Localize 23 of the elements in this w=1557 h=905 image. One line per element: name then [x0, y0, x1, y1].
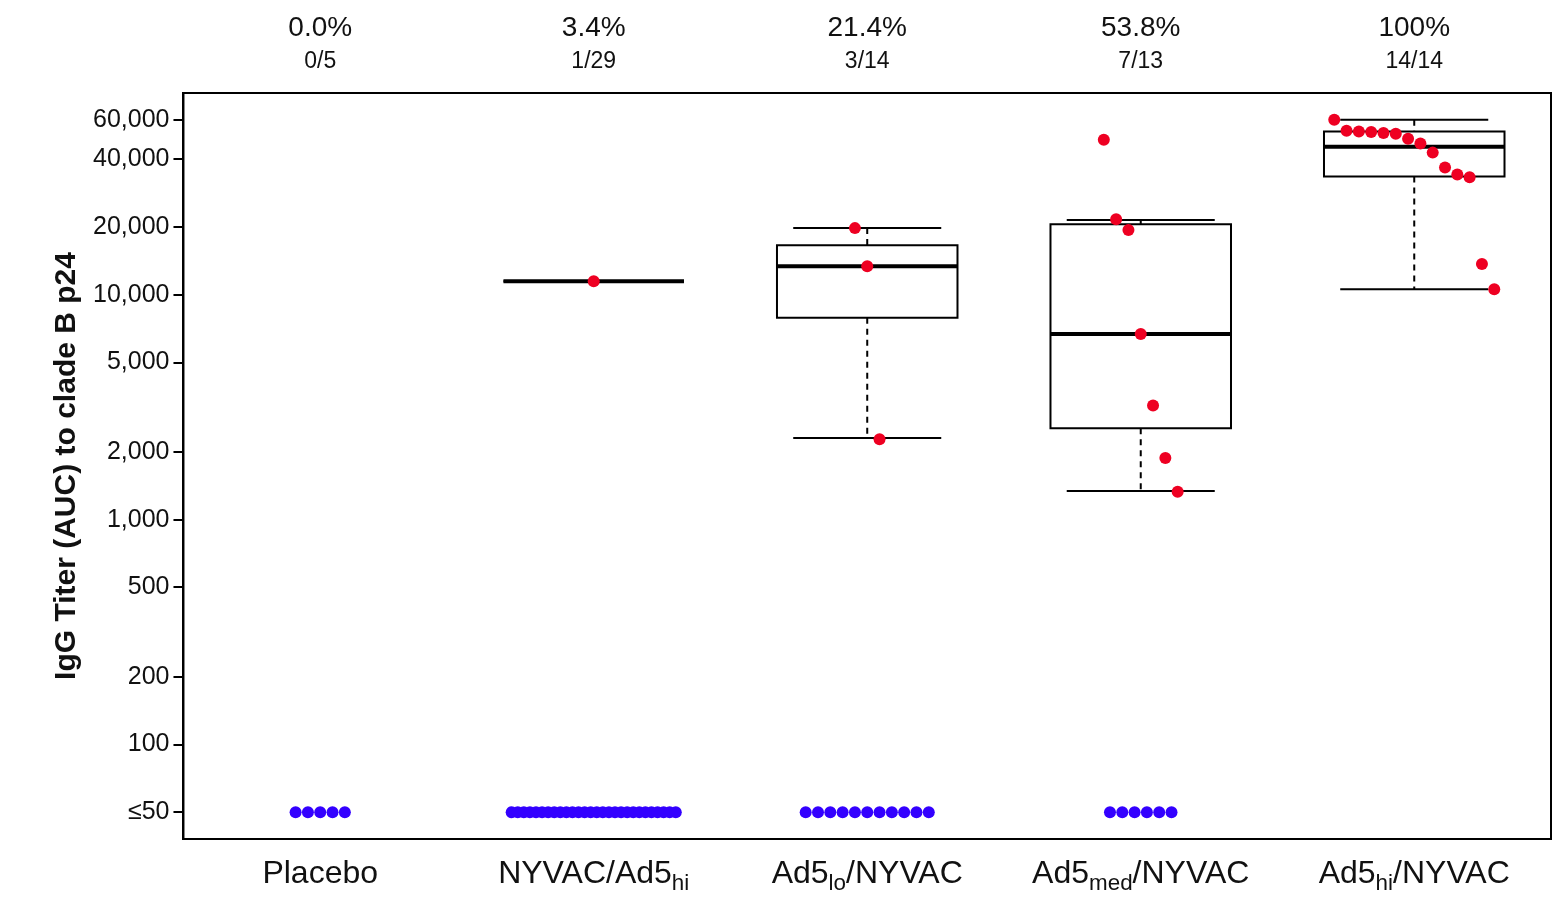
y-tick-label: 20,000 — [93, 211, 170, 240]
y-tick-label: 5,000 — [106, 346, 170, 375]
y-tick-label: 60,000 — [93, 103, 170, 132]
y-tick-label: 500 — [127, 571, 170, 600]
text: 0.0% — [288, 10, 353, 42]
text: 14/14 — [1385, 47, 1444, 74]
y-tick-label: 2,000 — [106, 435, 170, 464]
text: 21.4% — [827, 10, 907, 42]
text: 3/14 — [844, 47, 890, 74]
text: 1/29 — [571, 47, 617, 74]
y-tick-label: ≤50 — [127, 796, 170, 825]
text: 100% — [1378, 10, 1451, 42]
y-tick-label: 200 — [127, 660, 170, 689]
text: 0/5 — [304, 47, 337, 74]
y-tick-label: 1,000 — [106, 503, 170, 532]
text: 3.4% — [561, 10, 626, 42]
y-tick-label: 10,000 — [93, 278, 170, 307]
y-tick-label: 40,000 — [93, 143, 170, 172]
text: 7/13 — [1118, 47, 1164, 74]
y-axis-title: IgG Titer (AUC) to clade B p24 — [48, 251, 82, 680]
text: 53.8% — [1101, 10, 1181, 42]
x-tick-label: Placebo — [262, 853, 379, 890]
y-tick-label: 100 — [127, 728, 170, 757]
